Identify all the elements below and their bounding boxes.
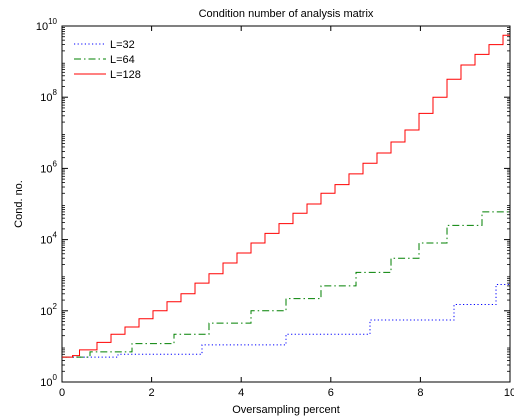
y-tick-label: 102 [40,302,57,318]
x-axis-title: Oversampling percent [232,404,340,416]
x-tick-label: 0 [59,387,65,399]
x-tick-label: 6 [328,387,334,399]
x-tick-label: 4 [238,387,244,399]
x-tick-label: 2 [149,387,155,399]
x-axis-ticks: 0 2 4 6 8 10 [59,26,514,399]
y-tick-label: 100 [40,373,57,389]
legend-label: L=64 [110,54,135,66]
series-layer [62,34,510,358]
series-l128 [62,34,510,358]
x-tick-label: 8 [417,387,423,399]
legend-label: L=128 [110,69,141,81]
y-tick-label: 108 [40,88,57,104]
legend-label: L=32 [110,39,135,51]
legend: L=32 L=64 L=128 [74,39,141,81]
plot-area [61,25,511,383]
y-tick-label: 106 [40,159,57,175]
series-l64 [62,211,510,358]
y-tick-label: 104 [40,231,57,247]
y-axis-title: Cond. no. [13,180,25,228]
chart-title: Condition number of analysis matrix [199,8,374,20]
y-tick-label: 1010 [36,17,58,33]
x-tick-label: 10 [504,387,514,399]
